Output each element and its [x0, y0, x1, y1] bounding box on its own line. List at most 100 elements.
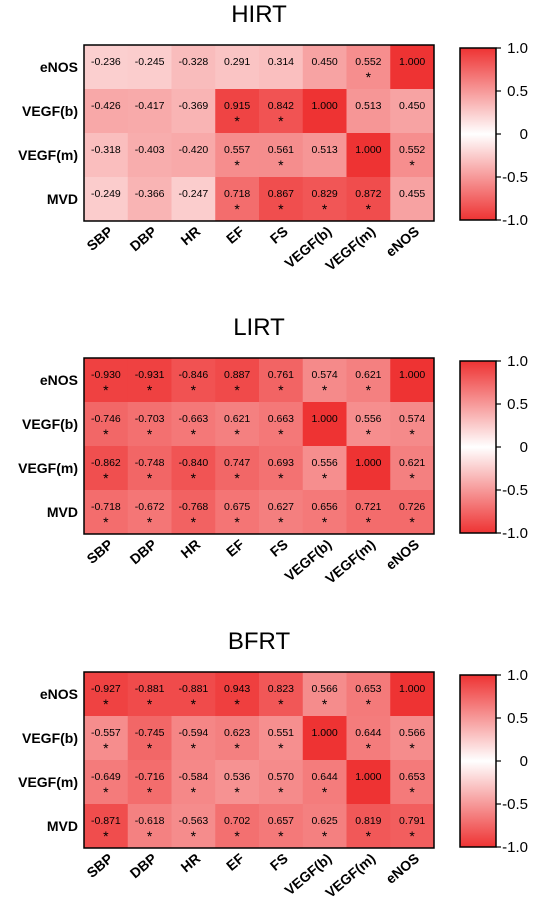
significance-star: * — [278, 828, 284, 844]
heatmap-cell — [171, 358, 216, 403]
cell-value-label: 1.000 — [399, 683, 425, 695]
significance-star: * — [278, 784, 284, 800]
cell-value-label: -0.594 — [178, 727, 208, 739]
heatmap-cell — [390, 89, 435, 134]
significance-star: * — [147, 740, 153, 756]
significance-star: * — [278, 696, 284, 712]
colorbar-tick-label: -0.5 — [502, 169, 528, 186]
significance-star: * — [103, 784, 109, 800]
significance-star: * — [234, 157, 240, 173]
significance-star: * — [409, 426, 415, 442]
cell-value-label: 0.721 — [355, 501, 381, 513]
cell-value-label: -0.881 — [178, 683, 208, 695]
cell-value-label: -0.563 — [178, 815, 208, 827]
heatmap-cell — [346, 672, 391, 717]
significance-star: * — [191, 784, 197, 800]
heatmap-cell — [302, 672, 347, 717]
colorbar — [459, 360, 497, 534]
heatmap-cell — [346, 446, 391, 491]
significance-star: * — [234, 382, 240, 398]
significance-star: * — [234, 696, 240, 712]
heatmap-cell — [390, 358, 435, 403]
colorbar-tick-label: 0 — [520, 126, 528, 143]
heatmap-cell — [215, 402, 260, 447]
heatmap-cell — [171, 760, 216, 805]
heatmap-cell — [127, 446, 172, 491]
heatmap-border — [83, 44, 435, 222]
significance-star: * — [366, 426, 372, 442]
significance-star: * — [191, 696, 197, 712]
heatmap-panel-lirt: LIRT-0.930*-0.931*-0.846*0.887*0.761*0.5… — [18, 314, 528, 587]
cell-value-label: -0.862 — [91, 457, 121, 469]
cell-value-label: -0.927 — [91, 683, 121, 695]
heatmap-cell — [84, 716, 129, 761]
cell-value-label: 1.000 — [355, 144, 381, 156]
cell-value-label: -0.746 — [91, 413, 121, 425]
colorbar-tick-label: 0.5 — [507, 710, 528, 727]
heatmap-cell — [346, 358, 391, 403]
significance-star: * — [147, 426, 153, 442]
significance-star: * — [366, 514, 372, 530]
heatmap-cell — [390, 490, 435, 535]
heatmap-cell — [215, 446, 260, 491]
cell-value-label: 0.621 — [355, 369, 381, 381]
heatmap-cell — [84, 672, 129, 717]
heatmap-cell — [302, 402, 347, 447]
significance-star: * — [191, 514, 197, 530]
cell-value-label: 0.657 — [268, 815, 294, 827]
significance-star: * — [278, 382, 284, 398]
cell-value-label: -0.584 — [178, 771, 208, 783]
significance-star: * — [191, 470, 197, 486]
cell-value-label: -0.557 — [91, 727, 121, 739]
significance-star: * — [103, 696, 109, 712]
cell-value-label: 0.574 — [311, 369, 337, 381]
heatmap-cell — [127, 490, 172, 535]
significance-star: * — [322, 470, 328, 486]
colorbar-tick-label: -1.0 — [502, 525, 528, 542]
significance-star: * — [234, 470, 240, 486]
significance-star: * — [322, 828, 328, 844]
heatmap-cell — [302, 45, 347, 90]
significance-star: * — [278, 514, 284, 530]
heatmap-cell — [390, 446, 435, 491]
significance-star: * — [278, 426, 284, 442]
cell-value-label: -0.236 — [91, 56, 121, 68]
heatmap-cell — [127, 804, 172, 849]
heatmap-cell — [346, 490, 391, 535]
heatmap-cell — [302, 177, 347, 222]
cell-value-label: 1.000 — [399, 56, 425, 68]
cell-value-label: 0.552 — [399, 144, 425, 156]
cell-value-label: 0.644 — [355, 727, 381, 739]
cell-value-label: 0.627 — [268, 501, 294, 513]
heatmap-cell — [259, 716, 304, 761]
heatmap-cell — [259, 402, 304, 447]
heatmap-cell — [302, 89, 347, 134]
cell-value-label: 0.791 — [399, 815, 425, 827]
significance-star: * — [234, 514, 240, 530]
cell-value-label: 0.915 — [224, 100, 250, 112]
column-label: FS — [267, 536, 291, 560]
cell-value-label: -0.716 — [135, 771, 165, 783]
colorbar-tick-label: -1.0 — [502, 212, 528, 229]
cell-value-label: -0.369 — [178, 100, 208, 112]
significance-star: * — [234, 113, 240, 129]
significance-star: * — [191, 828, 197, 844]
significance-star: * — [147, 784, 153, 800]
heatmap-cell — [259, 446, 304, 491]
cell-value-label: 0.693 — [268, 457, 294, 469]
cell-value-label: -0.249 — [91, 188, 121, 200]
heatmap-cell — [215, 804, 260, 849]
cell-value-label: 0.621 — [399, 457, 425, 469]
colorbar-tick-label: -0.5 — [502, 482, 528, 499]
heatmap-cell — [171, 402, 216, 447]
cell-value-label: 0.823 — [268, 683, 294, 695]
cell-value-label: -0.768 — [178, 501, 208, 513]
cell-value-label: 0.557 — [224, 144, 250, 156]
significance-star: * — [278, 740, 284, 756]
cell-value-label: 0.561 — [268, 144, 294, 156]
column-label: EF — [223, 850, 247, 874]
heatmap-cell — [171, 177, 216, 222]
significance-star: * — [147, 514, 153, 530]
cell-value-label: 0.623 — [224, 727, 250, 739]
cell-value-label: -0.703 — [135, 413, 165, 425]
